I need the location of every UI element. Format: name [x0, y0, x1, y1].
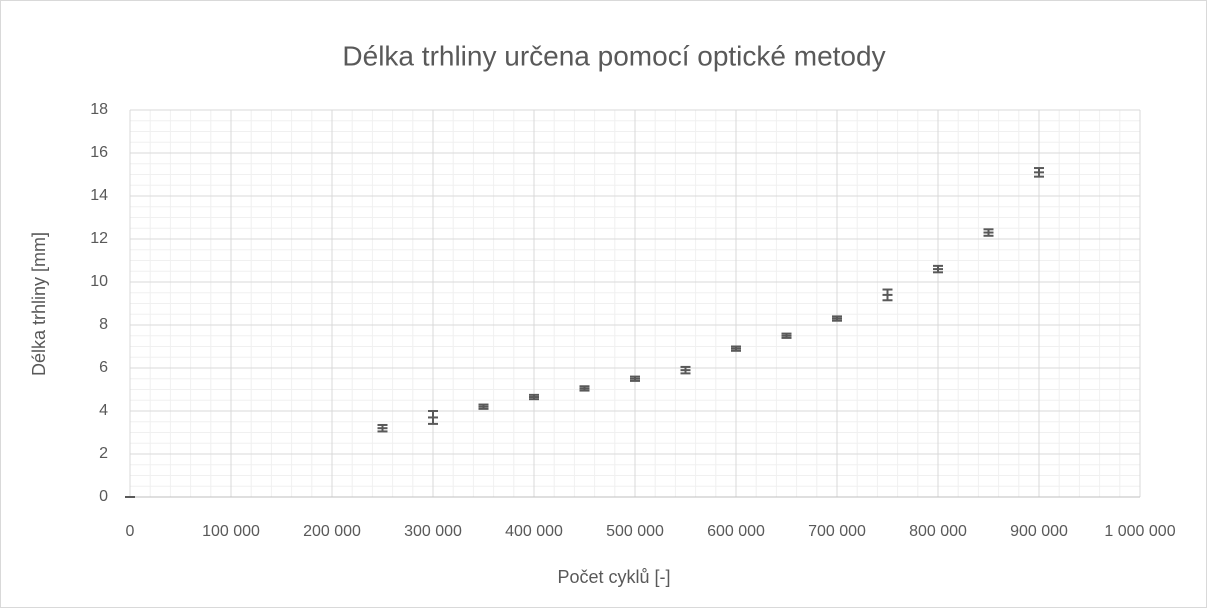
x-tick-label: 200 000 — [303, 523, 361, 540]
y-tick-label: 6 — [99, 359, 108, 376]
x-tick-label: 900 000 — [1010, 523, 1068, 540]
x-tick-label: 600 000 — [707, 523, 765, 540]
x-axis-label: Počet cyklů [-] — [557, 567, 670, 587]
y-tick-label: 14 — [90, 187, 108, 204]
x-tick-label: 100 000 — [202, 523, 260, 540]
y-tick-label: 12 — [90, 230, 108, 247]
y-tick-label: 18 — [90, 101, 108, 118]
x-tick-label: 700 000 — [808, 523, 866, 540]
y-tick-label: 10 — [90, 273, 108, 290]
x-tick-label: 300 000 — [404, 523, 462, 540]
chart-title: Délka trhliny určena pomocí optické meto… — [342, 40, 885, 71]
x-tick-label: 0 — [126, 523, 135, 540]
y-tick-label: 4 — [99, 402, 108, 419]
x-tick-label: 500 000 — [606, 523, 664, 540]
x-tick-label: 800 000 — [909, 523, 967, 540]
x-tick-label: 400 000 — [505, 523, 563, 540]
y-tick-label: 16 — [90, 144, 108, 161]
x-tick-label: 1 000 000 — [1104, 523, 1175, 540]
y-tick-label: 2 — [99, 445, 108, 462]
y-tick-label: 0 — [99, 488, 108, 505]
y-tick-label: 8 — [99, 316, 108, 333]
y-axis-label: Délka trhliny [mm] — [29, 232, 49, 376]
